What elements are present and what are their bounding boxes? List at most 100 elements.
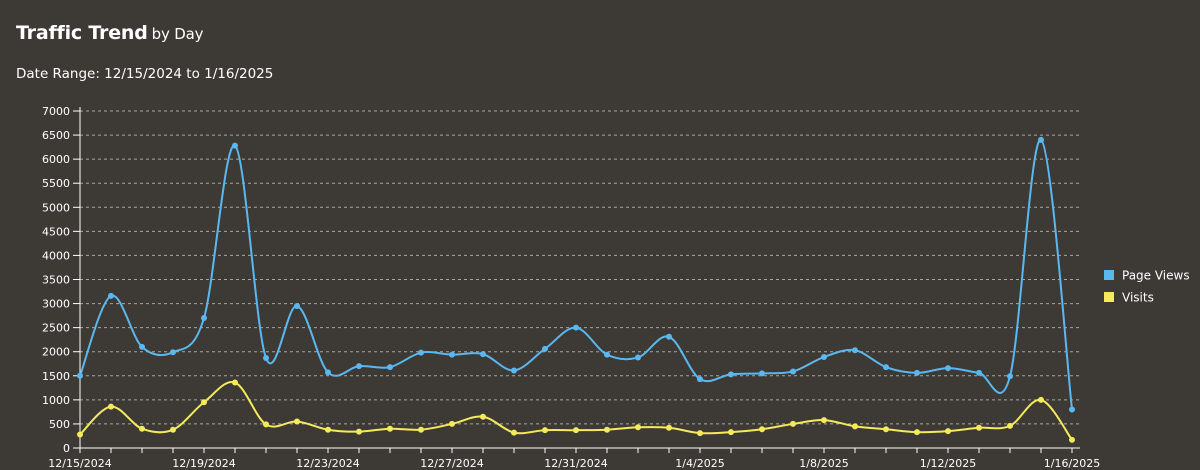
page-views-point[interactable] — [790, 368, 796, 375]
y-tick-label: 4500 — [42, 225, 70, 238]
y-tick-label: 500 — [49, 418, 70, 431]
visits-point[interactable] — [139, 425, 145, 432]
visits-point[interactable] — [573, 427, 579, 434]
x-tick-label: 12/27/2024 — [420, 457, 483, 470]
y-tick-label: 1500 — [42, 370, 70, 383]
chart-title: Traffic Trend by Day — [16, 22, 203, 44]
visits-point[interactable] — [852, 423, 858, 430]
visits-point[interactable] — [1038, 396, 1044, 403]
visits-point[interactable] — [232, 379, 238, 386]
page-views-point[interactable] — [170, 349, 176, 356]
visits-point[interactable] — [604, 426, 610, 433]
page-views-point[interactable] — [480, 351, 486, 358]
visits-point[interactable] — [77, 431, 83, 438]
visits-point[interactable] — [883, 426, 889, 433]
page-views-point[interactable] — [418, 349, 424, 356]
visits-point[interactable] — [511, 429, 517, 436]
page-views-point[interactable] — [294, 302, 300, 309]
page-views-legend-swatch[interactable] — [1104, 270, 1114, 280]
visits-point[interactable] — [263, 421, 269, 428]
visits-point[interactable] — [201, 399, 207, 406]
page-views-point[interactable] — [635, 354, 641, 361]
page-views-point[interactable] — [573, 324, 579, 331]
visits-point[interactable] — [635, 424, 641, 431]
page-views-point[interactable] — [604, 351, 610, 358]
y-tick-label: 6500 — [42, 129, 70, 142]
page-views-point[interactable] — [821, 354, 827, 361]
page-views-point[interactable] — [945, 365, 951, 372]
visits-point[interactable] — [976, 424, 982, 431]
data-points — [77, 136, 1075, 443]
visits-point[interactable] — [480, 413, 486, 420]
visits-point[interactable] — [356, 428, 362, 435]
visits-point[interactable] — [542, 427, 548, 434]
page-views-point[interactable] — [511, 367, 517, 374]
page-views-point[interactable] — [976, 369, 982, 376]
x-tick-label: 1/12/2025 — [920, 457, 976, 470]
visits-legend-swatch[interactable] — [1104, 292, 1114, 302]
page-views-point[interactable] — [449, 351, 455, 358]
series-lines — [79, 138, 1073, 441]
visits-point[interactable] — [666, 424, 672, 431]
page-views-point[interactable] — [139, 343, 145, 350]
page-views-point[interactable] — [1038, 136, 1044, 143]
visits-point[interactable] — [914, 429, 920, 436]
y-tick-label: 1000 — [42, 394, 70, 407]
visits-point[interactable] — [945, 428, 951, 435]
y-tick-label: 5000 — [42, 201, 70, 214]
title-suffix: by Day — [151, 25, 204, 43]
x-tick-label: 12/23/2024 — [296, 457, 359, 470]
visits-point[interactable] — [1069, 436, 1075, 443]
visits-point[interactable] — [418, 426, 424, 433]
title-main: Traffic Trend — [16, 22, 148, 44]
visits-point[interactable] — [325, 426, 331, 433]
page-views-point[interactable] — [759, 370, 765, 377]
page-views-point[interactable] — [728, 371, 734, 378]
y-tick-label: 2000 — [42, 346, 70, 359]
y-tick-label: 2500 — [42, 322, 70, 335]
page-views-point[interactable] — [697, 376, 703, 383]
visits-point[interactable] — [759, 426, 765, 433]
page-views-point[interactable] — [201, 315, 207, 322]
x-tick-label: 1/8/2025 — [799, 457, 848, 470]
page-views-point[interactable] — [1069, 406, 1075, 413]
visits-point[interactable] — [449, 420, 455, 427]
page-views-point[interactable] — [263, 354, 269, 361]
page-views-point[interactable] — [852, 347, 858, 354]
x-tick-label: 12/31/2024 — [544, 457, 607, 470]
page-views-point[interactable] — [883, 364, 889, 371]
page-views-point[interactable] — [325, 369, 331, 376]
visits-point[interactable] — [170, 426, 176, 433]
page-views-point[interactable] — [542, 345, 548, 352]
page-views-point[interactable] — [356, 363, 362, 370]
x-tick-label: 12/19/2024 — [172, 457, 235, 470]
page-views-point[interactable] — [914, 369, 920, 376]
visits-point[interactable] — [790, 420, 796, 427]
page-views-point[interactable] — [1007, 373, 1013, 380]
visits-point[interactable] — [108, 403, 114, 410]
page-views-point[interactable] — [232, 142, 238, 149]
y-tick-label: 0 — [63, 442, 70, 455]
legend: Page Views Visits — [1104, 269, 1190, 305]
visits-point[interactable] — [387, 425, 393, 432]
page-views-point[interactable] — [387, 364, 393, 371]
page-views-line — [79, 138, 1073, 410]
page-views-legend-label[interactable]: Page Views — [1122, 269, 1190, 283]
x-tick-label: 1/16/2025 — [1044, 457, 1100, 470]
visits-point[interactable] — [294, 418, 300, 425]
y-tick-label: 4000 — [42, 249, 70, 262]
visits-point[interactable] — [1007, 422, 1013, 429]
page-views-point[interactable] — [77, 372, 83, 379]
y-tick-label: 5500 — [42, 177, 70, 190]
y-tick-label: 6000 — [42, 153, 70, 166]
page-views-point[interactable] — [108, 292, 114, 299]
y-tick-label: 7000 — [42, 105, 70, 118]
page-views-point[interactable] — [666, 333, 672, 340]
visits-legend-label[interactable]: Visits — [1122, 291, 1154, 305]
y-tick-label: 3500 — [42, 274, 70, 287]
visits-point[interactable] — [821, 417, 827, 424]
visits-point[interactable] — [728, 429, 734, 436]
visits-point[interactable] — [697, 430, 703, 437]
date-range-subtitle: Date Range: 12/15/2024 to 1/16/2025 — [16, 66, 274, 82]
